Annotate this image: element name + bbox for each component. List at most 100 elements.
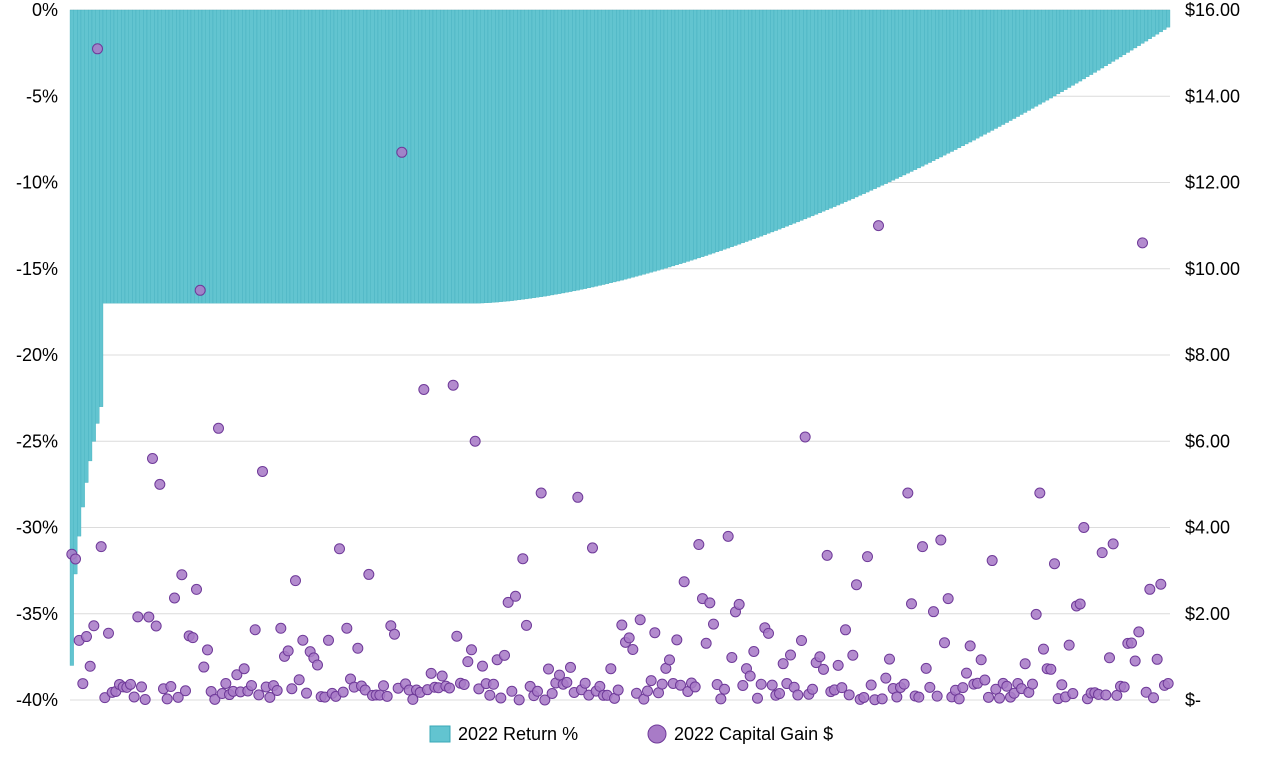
scatter-point	[514, 695, 524, 705]
scatter-point	[1145, 584, 1155, 594]
bar	[382, 10, 386, 303]
scatter-point	[903, 488, 913, 498]
bar	[477, 10, 481, 303]
bar	[528, 10, 532, 298]
bar	[77, 10, 81, 536]
bar	[356, 10, 360, 303]
scatter-point	[283, 646, 293, 656]
scatter-point	[313, 660, 323, 670]
scatter-point	[133, 612, 143, 622]
bar	[1133, 10, 1137, 48]
bar	[778, 10, 782, 229]
scatter-point	[694, 540, 704, 550]
scatter-point	[536, 488, 546, 498]
bar	[125, 10, 129, 303]
bar	[836, 10, 840, 205]
bar	[165, 10, 169, 303]
scatter-point	[635, 615, 645, 625]
bar	[1089, 10, 1093, 75]
bar	[440, 10, 444, 303]
scatter-point	[701, 638, 711, 648]
bar	[257, 10, 261, 303]
bar	[1016, 10, 1020, 117]
bar	[569, 10, 573, 292]
bar	[96, 10, 100, 423]
bar	[246, 10, 250, 303]
bar	[1049, 10, 1053, 98]
bar	[506, 10, 510, 301]
bar	[594, 10, 598, 286]
bar	[187, 10, 191, 303]
scatter-point	[452, 631, 462, 641]
bar	[591, 10, 595, 287]
scatter-point	[470, 436, 480, 446]
scatter-point	[885, 654, 895, 664]
bar	[389, 10, 393, 303]
scatter-point	[511, 591, 521, 601]
bar	[928, 10, 932, 163]
bar	[550, 10, 554, 295]
bar	[143, 10, 147, 303]
bar	[851, 10, 855, 199]
bar	[807, 10, 811, 217]
bar	[935, 10, 939, 159]
bar	[1097, 10, 1101, 70]
scatter-point	[214, 423, 224, 433]
bar	[829, 10, 833, 208]
bar	[763, 10, 767, 235]
right-axis-tick-label: $14.00	[1185, 86, 1240, 106]
scatter-point	[247, 681, 257, 691]
scatter-point	[1105, 653, 1115, 663]
scatter-point	[822, 550, 832, 560]
scatter-point	[738, 680, 748, 690]
bar	[1082, 10, 1086, 79]
scatter-point	[936, 535, 946, 545]
bar	[1163, 10, 1167, 30]
legend-label-capgain: 2022 Capital Gain $	[674, 724, 833, 744]
scatter-point	[467, 645, 477, 655]
bar	[158, 10, 162, 303]
bar	[118, 10, 122, 303]
bar	[913, 10, 917, 170]
scatter-point	[606, 664, 616, 674]
bar	[657, 10, 661, 270]
bar	[198, 10, 202, 303]
bar	[191, 10, 195, 303]
bar	[217, 10, 221, 303]
bar	[869, 10, 873, 190]
scatter-point	[342, 623, 352, 633]
legend-label-return: 2022 Return %	[458, 724, 578, 744]
scatter-point	[866, 680, 876, 690]
bar	[741, 10, 745, 243]
bar	[866, 10, 870, 192]
bar	[811, 10, 815, 216]
bar	[1159, 10, 1163, 32]
bar	[129, 10, 133, 303]
bar	[561, 10, 565, 293]
bar	[924, 10, 928, 164]
scatter-point	[1046, 664, 1056, 674]
scatter-point	[276, 623, 286, 633]
bar	[279, 10, 283, 303]
scatter-point	[1039, 644, 1049, 654]
scatter-point	[617, 620, 627, 630]
bar	[1005, 10, 1009, 123]
bar	[748, 10, 752, 240]
scatter-point	[580, 678, 590, 688]
bar	[1141, 10, 1145, 43]
scatter-point	[874, 221, 884, 231]
bar	[297, 10, 301, 303]
bar	[250, 10, 254, 303]
bar	[675, 10, 679, 265]
scatter-point	[793, 690, 803, 700]
scatter-point	[338, 687, 348, 697]
bar	[572, 10, 576, 291]
scatter-point	[734, 599, 744, 609]
bar	[393, 10, 397, 303]
bar	[660, 10, 664, 269]
scatter-point	[364, 569, 374, 579]
scatter-point	[976, 655, 986, 665]
bar	[862, 10, 866, 194]
bar	[968, 10, 972, 142]
bar	[1060, 10, 1064, 92]
